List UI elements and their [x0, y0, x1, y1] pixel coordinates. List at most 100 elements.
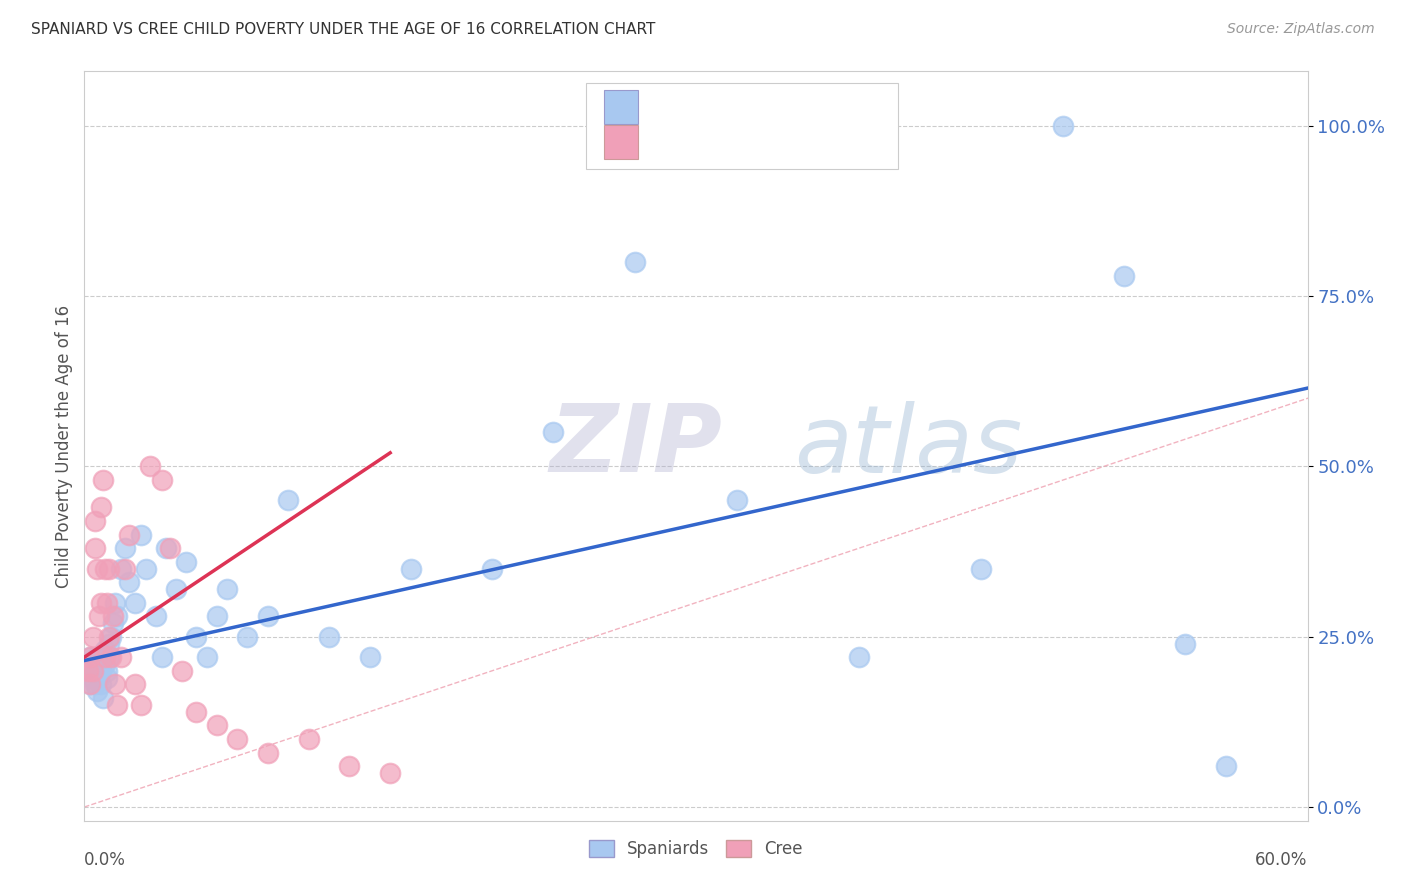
Point	[97, 650, 120, 665]
Point	[104, 677, 127, 691]
Point	[110, 650, 132, 665]
Point	[79, 677, 101, 691]
Point	[114, 561, 136, 575]
Text: ZIP: ZIP	[550, 400, 723, 492]
Point	[82, 630, 104, 644]
Text: SPANIARD VS CREE CHILD POVERTY UNDER THE AGE OF 16 CORRELATION CHART: SPANIARD VS CREE CHILD POVERTY UNDER THE…	[31, 22, 655, 37]
Point	[131, 698, 153, 712]
Point	[101, 609, 124, 624]
Point	[86, 684, 108, 698]
Point	[118, 575, 141, 590]
Point	[848, 650, 870, 665]
Point	[135, 561, 157, 575]
Point	[96, 596, 118, 610]
Point	[91, 691, 114, 706]
Point	[131, 527, 153, 541]
Point	[195, 650, 218, 665]
Point	[101, 616, 124, 631]
Text: 0.0%: 0.0%	[84, 851, 127, 869]
Point	[205, 718, 228, 732]
Point	[1114, 268, 1136, 283]
Point	[79, 677, 101, 691]
Point	[236, 630, 259, 644]
Point	[970, 561, 993, 575]
Point	[93, 643, 115, 657]
Point	[1174, 636, 1197, 650]
Point	[97, 636, 120, 650]
Point	[93, 561, 115, 575]
Text: 0.365: 0.365	[706, 98, 762, 116]
Point	[86, 561, 108, 575]
Text: Source: ZipAtlas.com: Source: ZipAtlas.com	[1227, 22, 1375, 37]
Point	[624, 255, 647, 269]
Point	[155, 541, 177, 556]
Y-axis label: Child Poverty Under the Age of 16: Child Poverty Under the Age of 16	[55, 304, 73, 588]
Text: N =: N =	[773, 133, 813, 151]
Point	[318, 630, 340, 644]
Point	[90, 677, 112, 691]
Point	[100, 650, 122, 665]
Point	[97, 561, 120, 575]
Point	[82, 671, 104, 685]
Point	[277, 493, 299, 508]
Point	[257, 746, 280, 760]
Point	[150, 650, 173, 665]
Point	[83, 514, 105, 528]
Point	[165, 582, 187, 596]
Point	[87, 671, 110, 685]
Point	[217, 582, 239, 596]
Point	[543, 425, 565, 440]
Point	[104, 596, 127, 610]
Text: R =: R =	[654, 98, 692, 116]
Point	[257, 609, 280, 624]
Bar	[605, 125, 638, 159]
Point	[172, 664, 194, 678]
Point	[82, 664, 104, 678]
Point	[77, 664, 100, 678]
Text: R =: R =	[654, 133, 692, 151]
Point	[159, 541, 181, 556]
Text: N =: N =	[773, 98, 813, 116]
Legend: Spaniards, Cree: Spaniards, Cree	[582, 833, 810, 864]
Point	[96, 671, 118, 685]
Text: 56: 56	[828, 98, 853, 116]
Point	[100, 630, 122, 644]
Point	[399, 561, 422, 575]
Point	[105, 609, 128, 624]
Point	[86, 650, 108, 665]
Point	[96, 664, 118, 678]
Point	[124, 596, 146, 610]
Text: 60.0%: 60.0%	[1256, 851, 1308, 869]
Point	[114, 541, 136, 556]
Point	[118, 527, 141, 541]
Point	[1215, 759, 1237, 773]
Text: 37: 37	[828, 133, 853, 151]
Point	[138, 459, 160, 474]
Point	[79, 650, 101, 665]
Point	[93, 657, 115, 671]
Point	[87, 609, 110, 624]
Point	[725, 493, 748, 508]
Point	[91, 473, 114, 487]
Point	[83, 664, 105, 678]
Point	[359, 650, 381, 665]
Point	[186, 705, 208, 719]
Point	[1052, 119, 1074, 133]
Point	[105, 698, 128, 712]
Point	[205, 609, 228, 624]
Point	[91, 650, 114, 665]
Point	[174, 555, 197, 569]
Point	[110, 561, 132, 575]
Point	[83, 677, 105, 691]
Point	[298, 731, 321, 746]
Point	[90, 596, 112, 610]
Point	[90, 500, 112, 515]
Point	[93, 650, 115, 665]
Point	[186, 630, 208, 644]
Point	[339, 759, 361, 773]
Point	[226, 731, 249, 746]
Point	[87, 657, 110, 671]
Point	[77, 664, 100, 678]
Bar	[605, 90, 638, 124]
Text: 0.500: 0.500	[706, 133, 762, 151]
